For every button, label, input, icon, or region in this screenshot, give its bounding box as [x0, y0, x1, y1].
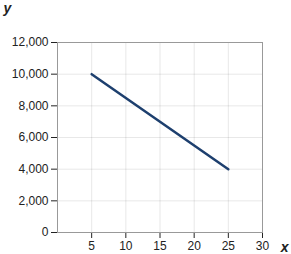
svg-text:8,000: 8,000: [18, 99, 48, 113]
svg-text:6,000: 6,000: [18, 130, 48, 144]
svg-text:0: 0: [42, 225, 49, 239]
svg-text:10,000: 10,000: [12, 67, 49, 81]
svg-text:x: x: [280, 239, 290, 254]
svg-text:12,000: 12,000: [12, 35, 49, 49]
svg-text:20: 20: [187, 239, 201, 253]
svg-text:10: 10: [119, 239, 133, 253]
svg-text:30: 30: [256, 239, 270, 253]
svg-text:25: 25: [222, 239, 236, 253]
svg-text:5: 5: [88, 239, 95, 253]
svg-text:4,000: 4,000: [18, 162, 48, 176]
svg-text:y: y: [3, 0, 13, 16]
svg-text:2,000: 2,000: [18, 194, 48, 208]
svg-text:15: 15: [153, 239, 167, 253]
